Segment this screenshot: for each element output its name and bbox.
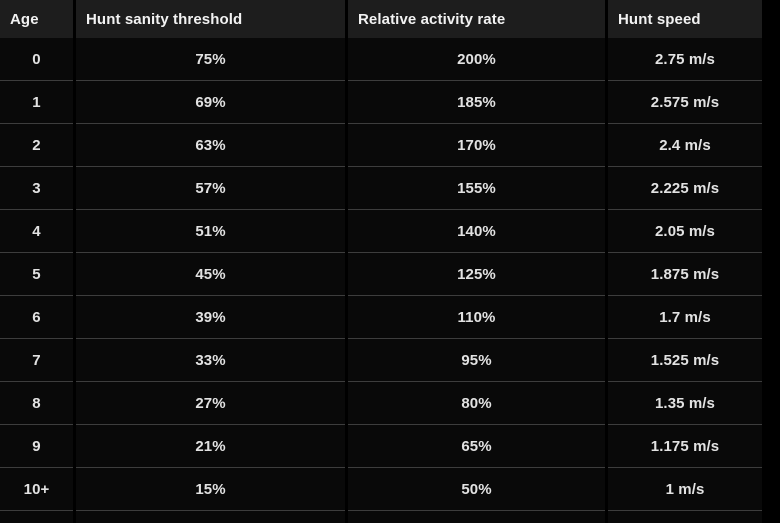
cell-relative-activity-rate: 155% (348, 167, 605, 210)
cell-hunt-speed: 2.4 m/s (608, 124, 762, 167)
cell-hunt-sanity-threshold: 69% (76, 81, 345, 124)
cell-hunt-speed: 2.05 m/s (608, 210, 762, 253)
cell-age: 10+ (0, 468, 73, 511)
cell-age: 4 (0, 210, 73, 253)
cell-hunt-speed: 1.35 m/s (608, 382, 762, 425)
cell-hunt-sanity-threshold: 21% (76, 425, 345, 468)
cell-relative-activity-rate: 65% (348, 425, 605, 468)
cell-relative-activity-rate: 50% (348, 468, 605, 511)
cell-cut-off (348, 511, 605, 523)
cell-age: 6 (0, 296, 73, 339)
cut-off-partial-row (0, 511, 762, 523)
cell-cut-off (76, 511, 345, 523)
cell-hunt-speed: 2.575 m/s (608, 81, 762, 124)
cell-relative-activity-rate: 200% (348, 38, 605, 81)
cell-hunt-speed: 1.525 m/s (608, 339, 762, 382)
cell-age: 9 (0, 425, 73, 468)
cell-hunt-speed: 1.175 m/s (608, 425, 762, 468)
cell-relative-activity-rate: 80% (348, 382, 605, 425)
cell-age: 7 (0, 339, 73, 382)
column-header-age: Age (0, 0, 73, 38)
cell-hunt-sanity-threshold: 33% (76, 339, 345, 382)
cell-relative-activity-rate: 185% (348, 81, 605, 124)
cell-relative-activity-rate: 110% (348, 296, 605, 339)
cell-hunt-sanity-threshold: 15% (76, 468, 345, 511)
cell-hunt-speed: 1.7 m/s (608, 296, 762, 339)
ghost-age-stats-table: Age Hunt sanity threshold Relative activ… (0, 0, 762, 523)
cell-age: 5 (0, 253, 73, 296)
cell-hunt-sanity-threshold: 27% (76, 382, 345, 425)
cell-age: 2 (0, 124, 73, 167)
cell-hunt-sanity-threshold: 75% (76, 38, 345, 81)
cell-relative-activity-rate: 170% (348, 124, 605, 167)
column-header-hunt-speed: Hunt speed (608, 0, 762, 38)
cell-relative-activity-rate: 125% (348, 253, 605, 296)
cell-age: 1 (0, 81, 73, 124)
table-body: 0 75% 200% 2.75 m/s 1 69% 185% 2.575 m/s… (0, 38, 762, 511)
cell-age: 8 (0, 382, 73, 425)
cell-hunt-speed: 1.875 m/s (608, 253, 762, 296)
cell-cut-off (608, 511, 762, 523)
column-header-relative-activity-rate: Relative activity rate (348, 0, 605, 38)
cell-cut-off (0, 511, 73, 523)
cell-hunt-sanity-threshold: 57% (76, 167, 345, 210)
cell-hunt-sanity-threshold: 45% (76, 253, 345, 296)
cell-age: 3 (0, 167, 73, 210)
table-header-row: Age Hunt sanity threshold Relative activ… (0, 0, 762, 38)
column-header-hunt-sanity-threshold: Hunt sanity threshold (76, 0, 345, 38)
cell-age: 0 (0, 38, 73, 81)
cell-hunt-speed: 2.225 m/s (608, 167, 762, 210)
cell-hunt-speed: 2.75 m/s (608, 38, 762, 81)
cell-relative-activity-rate: 140% (348, 210, 605, 253)
cell-relative-activity-rate: 95% (348, 339, 605, 382)
cell-hunt-speed: 1 m/s (608, 468, 762, 511)
cell-hunt-sanity-threshold: 51% (76, 210, 345, 253)
cell-hunt-sanity-threshold: 63% (76, 124, 345, 167)
cell-hunt-sanity-threshold: 39% (76, 296, 345, 339)
